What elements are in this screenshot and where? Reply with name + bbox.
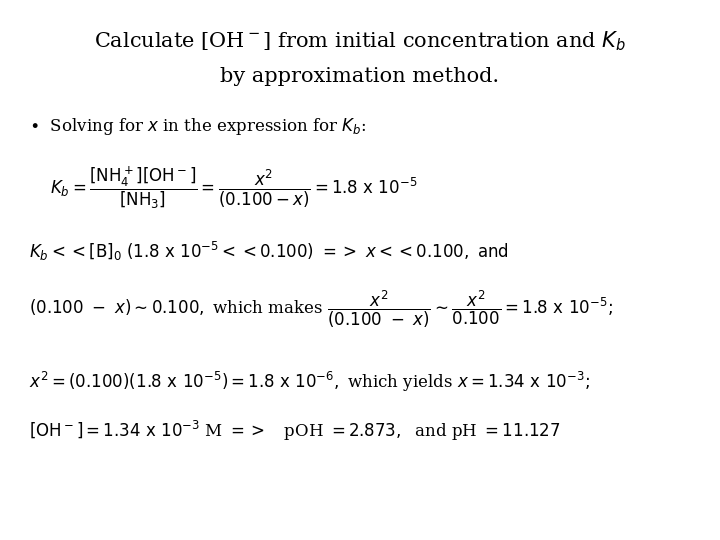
Text: $K_b = \dfrac{[\mathrm{NH_4^+}][\mathrm{OH^-}]}{[\mathrm{NH_3}]} = \dfrac{x^2}{(: $K_b = \dfrac{[\mathrm{NH_4^+}][\mathrm{…: [50, 165, 418, 211]
Text: by approximation method.: by approximation method.: [220, 68, 500, 86]
Text: $\bullet$  Solving for $x$ in the expression for $K_b$:: $\bullet$ Solving for $x$ in the express…: [29, 116, 366, 137]
Text: $[\mathrm{OH^-}] = 1.34\ \mathrm{x}\ 10^{-3}$ M $=>$   pOH $= 2.873,$  and pH $=: $[\mathrm{OH^-}] = 1.34\ \mathrm{x}\ 10^…: [29, 418, 560, 443]
Text: Calculate [OH$^-$] from initial concentration and $K_b$: Calculate [OH$^-$] from initial concentr…: [94, 30, 626, 53]
Text: $K_b << [\mathrm{B}]_0\ (1.8\ \mathrm{x}\ 10^{-5} << 0.100)\ =>\ x << 0.100,\ \m: $K_b << [\mathrm{B}]_0\ (1.8\ \mathrm{x}…: [29, 240, 509, 264]
Text: $(0.100\mathrm{\ -\ }x) \sim 0.100,$ which makes $\dfrac{x^2}{(0.100\mathrm{\ -\: $(0.100\mathrm{\ -\ }x) \sim 0.100,$ whi…: [29, 289, 613, 330]
Text: $x^2 = (0.100)(1.8\ \mathrm{x}\ 10^{-5}) = 1.8\ \mathrm{x}\ 10^{-6},$ which yiel: $x^2 = (0.100)(1.8\ \mathrm{x}\ 10^{-5})…: [29, 370, 590, 394]
